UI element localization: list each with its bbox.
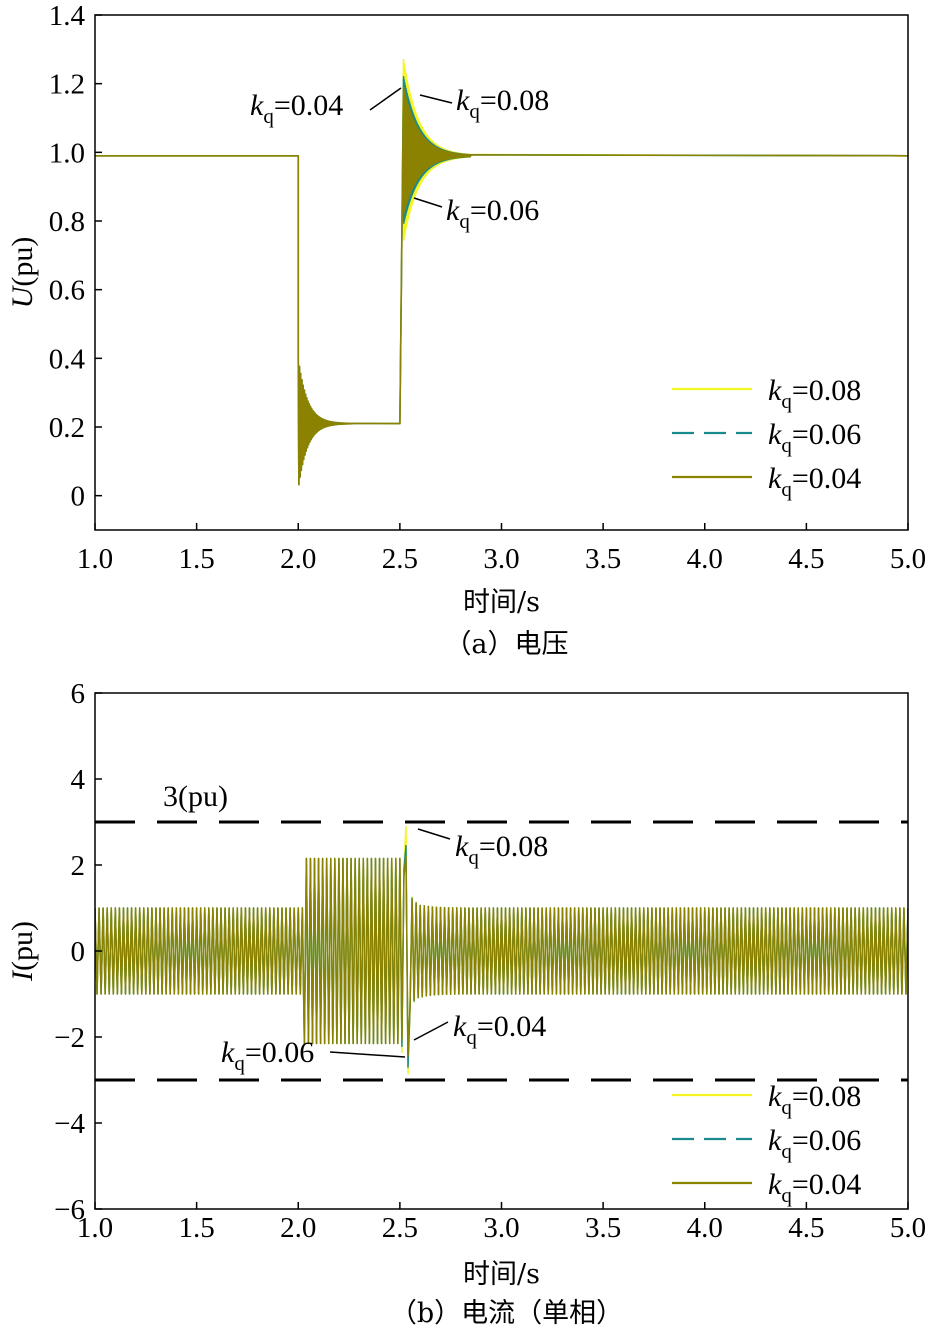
- legend-label: kq=0.06: [768, 418, 861, 457]
- x-tick-label: 4.0: [687, 1212, 723, 1244]
- y-tick-label: 0.4: [49, 343, 86, 375]
- x-tick-label: 5.0: [890, 1212, 926, 1244]
- x-tick-label: 3.5: [585, 1212, 621, 1244]
- panel-caption: （b）电流（单相）: [390, 1298, 623, 1329]
- x-tick-label: 3.0: [483, 1212, 519, 1244]
- series-line-kq-0-04: [95, 855, 908, 1058]
- legend-label: kq=0.06: [768, 1124, 861, 1163]
- annotation-leader: [413, 1021, 449, 1041]
- x-tick-label: 1.5: [179, 543, 215, 575]
- x-tick-label: 1.5: [179, 1212, 215, 1244]
- x-tick-label: 2.0: [280, 543, 316, 575]
- annotations: kq=0.04 kq=0.08 kq=0.06: [250, 84, 549, 233]
- legend-label: kq=0.08: [768, 374, 861, 413]
- y-axis-label: U(pu): [6, 237, 39, 309]
- annotations: kq=0.08 kq=0.04 kq=0.06: [221, 828, 548, 1075]
- x-tick-label: 4.5: [788, 1212, 824, 1244]
- limit-label: 3(pu): [163, 780, 228, 813]
- x-tick-label: 3.0: [483, 543, 519, 575]
- x-tick-label: 1.0: [77, 543, 113, 575]
- x-tick-label: 2.0: [280, 1212, 316, 1244]
- panel-caption: （a）电压: [444, 629, 568, 660]
- y-tick-label: 0.8: [49, 206, 85, 238]
- legend: kq=0.08 kq=0.06 kq=0.04: [672, 1080, 861, 1207]
- legend-label: kq=0.08: [768, 1080, 861, 1119]
- x-axis-label: 时间/s: [463, 1259, 540, 1290]
- series-line-kq-0-08: [95, 58, 908, 486]
- series-line-kq-0-06: [95, 76, 908, 486]
- x-tick-label: 4.5: [788, 543, 824, 575]
- annotation-label: kq=0.04: [250, 89, 343, 128]
- x-tick-label: 5.0: [890, 543, 926, 575]
- legend: kq=0.08 kq=0.06 kq=0.04: [672, 374, 861, 501]
- plot-area: [95, 58, 908, 486]
- annotation-leader: [329, 1051, 406, 1058]
- y-tick-label: 1.2: [49, 69, 85, 101]
- annotation-leader: [369, 87, 402, 111]
- x-tick-label: 4.0: [687, 543, 723, 575]
- x-tick-label: 2.5: [382, 1212, 418, 1244]
- y-tick-label: 0.6: [49, 275, 85, 307]
- plot-frame: [94, 692, 909, 1210]
- legend-label: kq=0.04: [768, 1168, 861, 1207]
- chart-panel-b: 3(pu) 1.0 1.5 2.0 2.5 3.0 3.5 4.0 4.5 5.0 −6 −4 −2 0 2…: [6, 678, 926, 1329]
- y-tick-label: 2: [71, 850, 86, 882]
- chart-panel-a: 1.0 1.5 2.0 2.5 3.0 3.5 4.0 4.5 5.0 0 0.2 0.4 0.6 0.8…: [6, 0, 926, 660]
- y-axis-label: I(pu): [6, 921, 39, 982]
- annotation-label: kq=0.06: [446, 194, 539, 233]
- legend-label: kq=0.04: [768, 462, 861, 501]
- x-tick-label: 2.5: [382, 543, 418, 575]
- annotation-leader: [419, 94, 453, 104]
- y-tick-label: 4: [71, 764, 86, 796]
- y-tick-label: 0: [71, 481, 86, 513]
- series-line-kq-0-04: [95, 86, 908, 486]
- annotation-leader: [417, 828, 451, 840]
- x-tick-label: 3.5: [585, 543, 621, 575]
- y-tick-label: 1.4: [49, 0, 86, 32]
- y-tick-label: 1.0: [49, 137, 85, 169]
- annotation-label: kq=0.04: [453, 1010, 546, 1049]
- y-tick-label: 0.2: [49, 412, 85, 444]
- annotation-leader: [413, 197, 443, 208]
- y-tick-label: −2: [54, 1022, 85, 1054]
- annotation-label: kq=0.08: [455, 830, 548, 869]
- x-axis-label: 时间/s: [463, 587, 540, 618]
- plot-area: [95, 825, 908, 1075]
- y-tick-label: −4: [54, 1108, 85, 1140]
- annotation-label: kq=0.06: [221, 1036, 314, 1075]
- y-tick-label: 0: [71, 936, 86, 968]
- y-tick-label: 6: [71, 678, 86, 710]
- x-tick-label: 1.0: [77, 1212, 113, 1244]
- y-tick-label: −6: [54, 1194, 85, 1226]
- annotation-label: kq=0.08: [456, 84, 549, 123]
